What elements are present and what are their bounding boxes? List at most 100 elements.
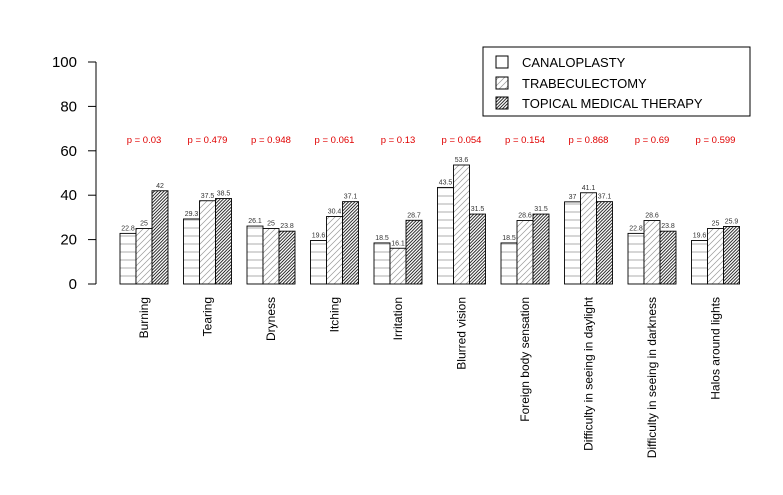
y-axis: 0 20 40 60 80 100 — [52, 54, 97, 293]
category-label: Tearing — [201, 297, 215, 336]
value-label: 37 — [569, 194, 577, 201]
bar — [326, 216, 343, 285]
p-value-label: p = 0.13 — [381, 135, 416, 146]
value-label: 53.6 — [455, 157, 469, 164]
bar — [342, 201, 359, 285]
value-label: 25 — [267, 221, 275, 228]
value-label: 38.5 — [217, 191, 231, 198]
p-value-label: p = 0.69 — [635, 135, 670, 146]
value-label: 30.4 — [328, 209, 342, 216]
bar — [215, 198, 232, 285]
category-label: Irritation — [391, 297, 405, 340]
bar — [278, 230, 296, 285]
legend-label-topical-medical-therapy: TOPICAL MEDICAL THERAPY — [522, 96, 703, 111]
legend-box — [482, 46, 751, 117]
value-label: 19.6 — [693, 232, 707, 239]
value-label: 31.5 — [471, 206, 485, 213]
bar — [516, 220, 534, 285]
p-value-label: p = 0.03 — [127, 135, 162, 146]
value-label: 41.1 — [582, 185, 596, 192]
category-label: Difficulty in seeing in daylight — [582, 296, 596, 451]
y-tick-label: 0 — [69, 276, 77, 293]
bar — [199, 200, 216, 285]
category-label: Itching — [328, 297, 342, 332]
value-label: 23.8 — [661, 223, 675, 230]
value-label: 22.8 — [629, 225, 643, 232]
value-label: 43.5 — [439, 179, 453, 186]
category-label: Blurred vision — [455, 297, 469, 370]
bar — [151, 190, 169, 285]
value-label: 25 — [140, 221, 148, 228]
bar — [183, 218, 200, 285]
category-label: Foreign body sensation — [518, 297, 532, 422]
value-label: 28.7 — [407, 212, 421, 219]
value-label: 28.6 — [518, 213, 532, 220]
bar — [564, 201, 581, 285]
bar — [437, 186, 454, 285]
bar — [723, 226, 740, 285]
p-value-label: p = 0.948 — [251, 135, 291, 146]
p-value-label: p = 0.479 — [188, 135, 228, 146]
bar — [262, 228, 280, 285]
legend: CANALOPLASTY TRABECULECTOMY TOPICAL MEDI… — [482, 46, 751, 117]
y-tick-label: 40 — [60, 187, 77, 204]
value-label: 37.5 — [201, 193, 215, 200]
bar — [453, 164, 470, 285]
category-label: Halos around lights — [709, 297, 723, 400]
y-tick-label: 100 — [52, 54, 77, 71]
bar — [135, 228, 153, 285]
legend-swatch-topical-medical-therapy — [495, 96, 509, 110]
bar — [389, 247, 407, 285]
legend-label-trabeculectomy: TRABECULECTOMY — [522, 76, 647, 91]
value-label: 22.8 — [121, 225, 135, 232]
bar — [119, 232, 137, 285]
p-value-labels: p = 0.03 p = 0.479 p = 0.948 p = 0.061 p = 0… — [127, 135, 736, 146]
bars — [119, 164, 740, 285]
legend-label-canaloplasty: CANALOPLASTY — [522, 55, 626, 70]
bar — [707, 228, 724, 285]
category-label: Burning — [137, 297, 151, 338]
bar — [500, 242, 518, 285]
bar — [405, 219, 423, 285]
value-label: 31.5 — [534, 206, 548, 213]
value-label: 25.9 — [725, 219, 739, 226]
y-tick-label: 20 — [60, 232, 77, 249]
value-label: 18.5 — [375, 235, 389, 242]
value-label: 25 — [712, 221, 720, 228]
value-label: 28.6 — [645, 213, 659, 220]
bar — [659, 230, 677, 285]
category-labels: Burning Tearing Dryness Itching Irritation Bl… — [137, 296, 723, 458]
bar — [246, 225, 264, 285]
bar — [310, 240, 327, 285]
value-label: 37.1 — [344, 194, 358, 201]
p-value-label: p = 0.154 — [505, 135, 545, 146]
bar — [691, 240, 708, 285]
bar — [532, 213, 550, 285]
bar — [469, 213, 486, 285]
value-label: 23.8 — [280, 223, 294, 230]
category-label: Difficulty in seeing in darkness — [645, 297, 659, 458]
value-label: 19.6 — [312, 232, 326, 239]
value-label: 37.1 — [598, 194, 612, 201]
value-label: 29.3 — [185, 211, 199, 218]
y-tick-label: 60 — [60, 143, 77, 160]
category-label: Dryness — [264, 297, 278, 341]
p-value-label: p = 0.061 — [315, 135, 355, 146]
value-label: 16.1 — [391, 240, 405, 247]
bar — [373, 242, 391, 285]
bar — [643, 220, 661, 285]
bar — [627, 232, 645, 285]
value-label: 18.5 — [502, 235, 516, 242]
p-value-label: p = 0.599 — [696, 135, 736, 146]
value-label: 42 — [156, 183, 164, 190]
p-value-label: p = 0.054 — [442, 135, 482, 146]
legend-swatch-trabeculectomy — [495, 76, 509, 90]
value-label: 26.1 — [248, 218, 262, 225]
p-value-label: p = 0.868 — [569, 135, 609, 146]
bar — [580, 192, 597, 285]
bar — [596, 201, 613, 285]
y-tick-label: 80 — [60, 98, 77, 115]
legend-swatch-canaloplasty — [495, 55, 509, 69]
value-labels: 22.8 25 42 29.3 37.5 38.5 26.1 25 23.8 19.6 30.4 37… — [121, 157, 738, 247]
